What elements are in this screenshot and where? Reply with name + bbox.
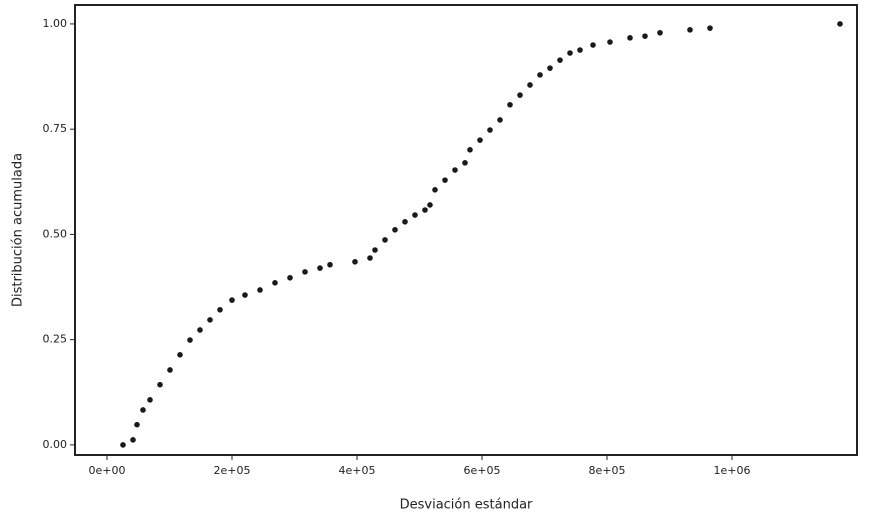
point (130, 437, 136, 443)
point (707, 25, 713, 31)
point (317, 265, 323, 271)
point (567, 50, 573, 56)
y-tick-label: 0.00 (43, 438, 68, 451)
point (177, 352, 183, 358)
point (367, 255, 373, 261)
point (352, 258, 358, 265)
point (590, 42, 596, 48)
point (527, 82, 533, 88)
point (140, 407, 146, 413)
point (557, 57, 563, 63)
point (657, 29, 663, 36)
point (272, 280, 278, 286)
x-tick-label: 0e+00 (89, 464, 126, 477)
point (607, 39, 613, 45)
point (229, 297, 235, 303)
point (467, 147, 473, 153)
x-tick-label: 8e+05 (589, 464, 626, 477)
point (642, 33, 648, 39)
point (134, 421, 140, 428)
point (157, 381, 163, 388)
point (577, 47, 583, 53)
point (427, 202, 433, 208)
x-tick-label: 4e+05 (339, 464, 376, 477)
point (517, 92, 523, 98)
x-axis-title: Desviación estándar (400, 498, 533, 513)
point (382, 237, 388, 243)
point (392, 226, 398, 233)
point (837, 21, 843, 27)
plot-frame (74, 4, 858, 456)
y-tick-label: 0.50 (43, 227, 68, 240)
point (402, 218, 408, 225)
point (452, 167, 458, 173)
point (242, 292, 248, 298)
point (327, 261, 333, 268)
y-tick-label: 0.25 (43, 333, 68, 346)
point (257, 287, 263, 293)
point (442, 177, 448, 183)
y-axis-title: Distribución acumulada (11, 153, 26, 307)
point (187, 337, 193, 343)
point (687, 27, 693, 33)
point (432, 186, 438, 193)
point (207, 317, 213, 323)
point (197, 327, 203, 333)
point (120, 442, 126, 448)
y-tick-label: 1.00 (43, 17, 68, 30)
point (372, 247, 378, 253)
point (462, 160, 468, 166)
x-tick-label: 1e+06 (714, 464, 751, 477)
point (507, 101, 513, 108)
point (477, 137, 483, 143)
point (537, 72, 543, 78)
x-tick-label: 2e+05 (214, 464, 251, 477)
point (497, 117, 503, 123)
y-tick-label: 0.75 (43, 122, 68, 135)
point (487, 127, 493, 133)
point (422, 207, 428, 213)
point (147, 397, 153, 403)
point (627, 35, 633, 41)
point (167, 367, 173, 373)
x-tick-label: 6e+05 (464, 464, 501, 477)
point (217, 306, 223, 313)
point (412, 212, 418, 218)
point (302, 269, 308, 275)
point (547, 65, 553, 71)
point (287, 274, 293, 281)
